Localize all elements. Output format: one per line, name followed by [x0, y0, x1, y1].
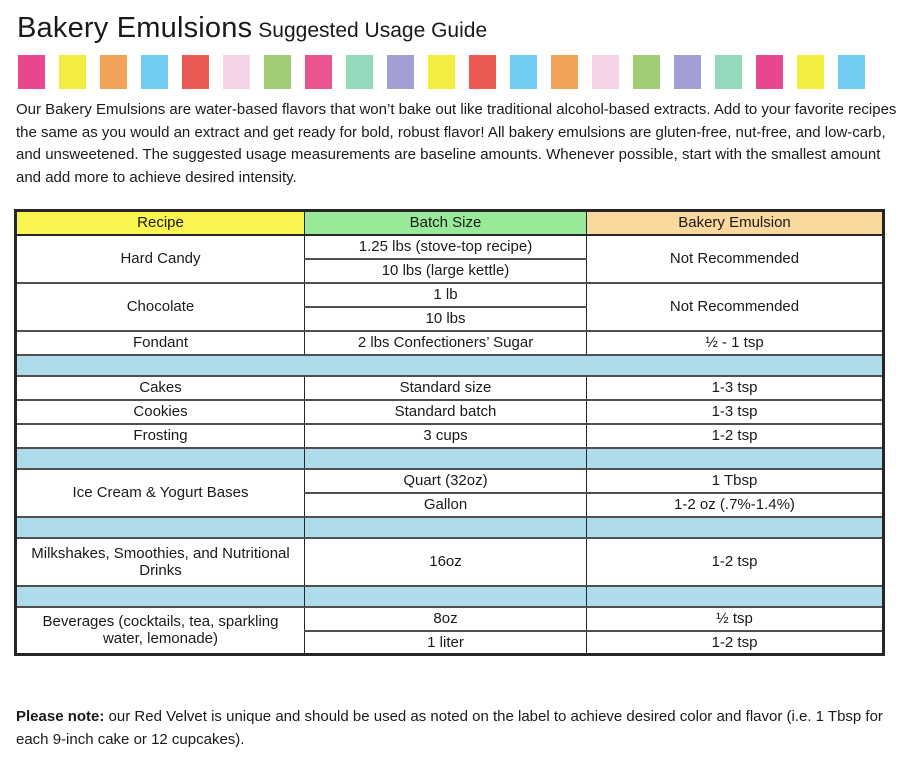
color-swatch — [100, 55, 127, 89]
intro-paragraph: Our Bakery Emulsions are water-based fla… — [16, 101, 897, 186]
color-swatch — [756, 55, 783, 89]
table-row: 10 lbs — [16, 305, 884, 332]
table-row: 1 liter 1-2 tsp — [16, 629, 884, 656]
recipe-cell: Cookies — [15, 398, 305, 425]
table-row: Cakes Standard size 1-3 tsp — [15, 374, 884, 401]
separator-cell — [15, 584, 305, 608]
separator-row — [15, 515, 884, 539]
table-row: Gallon 1-2 oz (.7%-1.4%) — [16, 491, 884, 518]
table-row: Fondant 2 lbs Confectioners’ Sugar ½ - 1… — [15, 329, 884, 356]
batch-cell: 1.25 lbs (stove-top recipe) — [304, 233, 587, 260]
color-strip — [18, 55, 896, 89]
batch-cell: 8oz — [304, 605, 587, 632]
emulsion-cell: 1-2 oz (.7%-1.4%) — [586, 491, 884, 518]
emulsion-cell: 1-2 tsp — [586, 629, 884, 656]
batch-cell: Standard batch — [304, 398, 587, 425]
separator-row — [15, 446, 884, 470]
recipe-cell: Ice Cream & Yogurt Bases — [15, 467, 305, 518]
batch-cell: Quart (32oz) — [304, 467, 587, 494]
recipe-cell: Chocolate — [15, 281, 305, 332]
title-row: Bakery Emulsions Suggested Usage Guide — [17, 12, 896, 45]
batch-cell: 1 liter — [304, 629, 587, 656]
separator-row — [15, 584, 884, 608]
separator-cell — [586, 584, 884, 608]
emulsion-cell: 1-2 tsp — [586, 536, 884, 587]
table-row: Milkshakes, Smoothies, and Nutritional D… — [15, 536, 884, 587]
color-swatch — [633, 55, 660, 89]
separator-cell — [304, 446, 587, 470]
emulsion-cell: ½ - 1 tsp — [586, 329, 884, 356]
color-swatch — [346, 55, 373, 89]
batch-cell: Standard size — [304, 374, 587, 401]
separator-row — [15, 353, 884, 377]
batch-cell: 16oz — [304, 536, 587, 587]
batch-cell: 10 lbs — [304, 305, 587, 332]
color-swatch — [387, 55, 414, 89]
color-swatch — [264, 55, 291, 89]
table-row: Beverages (cocktails, tea, sparkling wat… — [15, 605, 884, 656]
recipe-cell: Hard Candy — [15, 233, 305, 284]
recipe-cell: Beverages (cocktails, tea, sparkling wat… — [15, 605, 305, 656]
color-swatch — [797, 55, 824, 89]
batch-cell: 1 lb — [304, 281, 587, 308]
color-swatch — [223, 55, 250, 89]
separator-cell — [15, 446, 305, 470]
emulsion-cell: Not Recommended — [586, 281, 884, 332]
emulsion-cell: 1-3 tsp — [586, 374, 884, 401]
table-row: Hard Candy 1.25 lbs (stove-top recipe) N… — [15, 233, 884, 284]
footnote-lead: Please note: — [16, 708, 105, 725]
separator-cell — [586, 446, 884, 470]
emulsion-cell: 1-3 tsp — [586, 398, 884, 425]
batch-cell: 2 lbs Confectioners’ Sugar — [304, 329, 587, 356]
emulsion-cell: Not Recommended — [586, 233, 884, 284]
footnote: Please note: our Red Velvet is unique an… — [16, 706, 898, 751]
column-header-batch: Batch Size — [304, 209, 587, 236]
table-row: Chocolate 1 lb Not Recommended — [15, 281, 884, 332]
recipe-cell: Fondant — [15, 329, 305, 356]
color-swatch — [469, 55, 496, 89]
color-swatch — [428, 55, 455, 89]
color-swatch — [141, 55, 168, 89]
separator-cell — [586, 515, 884, 539]
table-row: Cookies Standard batch 1-3 tsp — [15, 398, 884, 425]
recipe-cell: Cakes — [15, 374, 305, 401]
page-title: Bakery Emulsions — [17, 12, 253, 44]
emulsion-cell: 1-2 tsp — [586, 422, 884, 449]
color-swatch — [18, 55, 45, 89]
column-header-recipe: Recipe — [15, 209, 305, 236]
separator-cell — [15, 515, 305, 539]
color-swatch — [838, 55, 865, 89]
page-subtitle: Suggested Usage Guide — [258, 19, 488, 42]
color-swatch — [715, 55, 742, 89]
table-row: 10 lbs (large kettle) — [16, 257, 884, 284]
usage-table: Recipe Batch Size Bakery Emulsion Hard C… — [14, 209, 885, 656]
recipe-cell: Frosting — [15, 422, 305, 449]
color-swatch — [182, 55, 209, 89]
separator-cell — [304, 515, 587, 539]
table-header-row: Recipe Batch Size Bakery Emulsion — [15, 209, 884, 236]
color-swatch — [551, 55, 578, 89]
color-swatch — [305, 55, 332, 89]
batch-cell: 10 lbs (large kettle) — [304, 257, 587, 284]
batch-cell: Gallon — [304, 491, 587, 518]
column-header-emulsion: Bakery Emulsion — [586, 209, 884, 236]
emulsion-cell: ½ tsp — [586, 605, 884, 632]
color-swatch — [510, 55, 537, 89]
color-swatch — [59, 55, 86, 89]
separator-cell — [304, 584, 587, 608]
recipe-cell: Milkshakes, Smoothies, and Nutritional D… — [15, 536, 305, 587]
table-row: Ice Cream & Yogurt Bases Quart (32oz) 1 … — [15, 467, 884, 518]
table-row: Frosting 3 cups 1-2 tsp — [15, 422, 884, 449]
batch-cell: 3 cups — [304, 422, 587, 449]
document-page: Bakery Emulsions Suggested Usage Guide Ou… — [14, 12, 898, 751]
footnote-body: our Red Velvet is unique and should be u… — [16, 708, 883, 748]
emulsion-cell: 1 Tbsp — [586, 467, 884, 494]
color-swatch — [592, 55, 619, 89]
separator-cell — [15, 353, 884, 377]
color-swatch — [674, 55, 701, 89]
